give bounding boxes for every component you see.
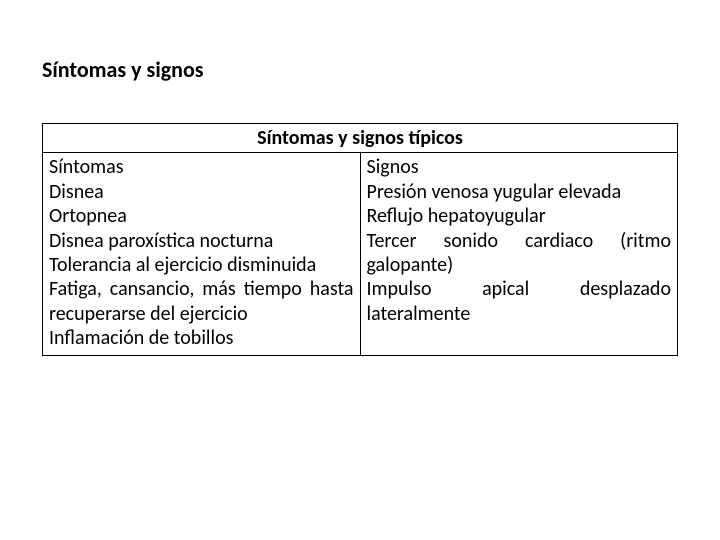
right-item: Reflujo hepatoyugular bbox=[367, 204, 672, 228]
left-item: Inflamación de tobillos bbox=[49, 326, 354, 350]
table-header: Síntomas y signos típicos bbox=[43, 124, 678, 153]
right-item: Presión venosa yugular elevada bbox=[367, 180, 672, 204]
left-item: Disnea paroxística nocturna bbox=[49, 229, 354, 253]
left-column-heading: Síntomas bbox=[49, 155, 354, 179]
left-item: Fatiga, cansancio, más tiempo hasta recu… bbox=[49, 277, 354, 326]
page: Síntomas y signos Síntomas y signos típi… bbox=[0, 0, 720, 356]
right-item: Impulso apical desplazado lateralmente bbox=[367, 277, 672, 326]
left-item: Disnea bbox=[49, 180, 354, 204]
right-column-cell: Signos Presión venosa yugular elevada Re… bbox=[360, 153, 678, 355]
left-column-cell: Síntomas Disnea Ortopnea Disnea paroxíst… bbox=[43, 153, 361, 355]
page-title: Síntomas y signos bbox=[42, 56, 678, 83]
symptoms-signs-table: Síntomas y signos típicos Síntomas Disne… bbox=[42, 123, 678, 356]
right-column-heading: Signos bbox=[367, 155, 672, 179]
right-item: Tercer sonido cardiaco (ritmo galopante) bbox=[367, 229, 672, 278]
left-item: Ortopnea bbox=[49, 204, 354, 228]
left-item: Tolerancia al ejercicio disminuida bbox=[49, 253, 354, 277]
